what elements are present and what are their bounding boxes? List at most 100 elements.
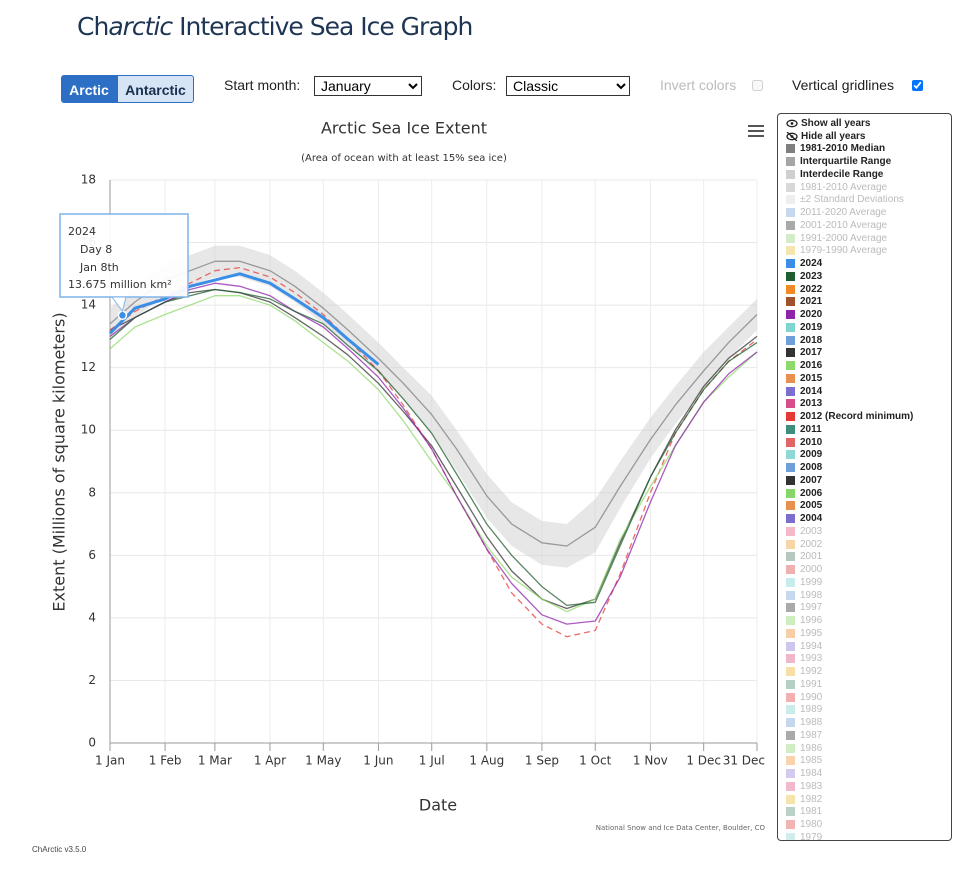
legend-item[interactable]: 1991-2000 Average: [786, 232, 951, 245]
legend-swatch: [786, 718, 795, 728]
legend-swatch: [786, 348, 795, 358]
hemisphere-button[interactable]: Arctic: [61, 75, 117, 103]
legend-item[interactable]: 1991: [786, 678, 951, 691]
legend-item[interactable]: 1986: [786, 742, 951, 755]
series-line: [109, 288, 758, 607]
series-line: [109, 260, 758, 547]
legend-item[interactable]: 1982: [786, 793, 951, 806]
legend-item[interactable]: 2024: [786, 257, 951, 270]
legend-item[interactable]: 1980: [786, 818, 951, 831]
legend-item[interactable]: 2010: [786, 436, 951, 449]
series-line: [108, 272, 380, 366]
legend-swatch: [786, 641, 795, 651]
legend-swatch: [786, 361, 795, 371]
legend-label: 1999: [800, 576, 823, 588]
legend-item[interactable]: 1988: [786, 716, 951, 729]
legend-item[interactable]: 1998: [786, 589, 951, 602]
legend-item[interactable]: 1997: [786, 602, 951, 615]
legend-item[interactable]: 1981-2010 Median: [786, 143, 951, 156]
legend-item[interactable]: 1994: [786, 640, 951, 653]
legend-label: 1988: [800, 717, 823, 729]
legend-item[interactable]: 2011-2020 Average: [786, 206, 951, 219]
legend-label: 1998: [800, 589, 823, 601]
legend-item[interactable]: 2021: [786, 296, 951, 309]
legend-item[interactable]: 2003: [786, 525, 951, 538]
legend-item[interactable]: 2009: [786, 449, 951, 462]
legend-item[interactable]: 1987: [786, 729, 951, 742]
legend-swatch: [786, 743, 795, 753]
legend-item[interactable]: Interdecile Range: [786, 168, 951, 181]
legend-swatch: [786, 705, 795, 715]
x-tick-label: 1 May: [305, 754, 341, 768]
series-line: [109, 295, 758, 613]
legend-item[interactable]: 1983: [786, 780, 951, 793]
legend-item[interactable]: 1981-2010 Average: [786, 181, 951, 194]
legend-item[interactable]: 2005: [786, 500, 951, 513]
legend-item[interactable]: Interquartile Range: [786, 155, 951, 168]
legend-label: 2019: [800, 321, 823, 333]
legend-item[interactable]: 2013: [786, 398, 951, 411]
legend-control[interactable]: Show all years: [786, 117, 951, 130]
legend-item[interactable]: 1990: [786, 691, 951, 704]
tooltip-box: [59, 213, 189, 298]
start-month-select[interactable]: January: [314, 76, 422, 96]
legend-item[interactable]: 1996: [786, 614, 951, 627]
legend-label: 2001-2010 Average: [800, 219, 888, 231]
legend-item[interactable]: 2022: [786, 283, 951, 296]
legend-item[interactable]: 1981: [786, 806, 951, 819]
legend-item[interactable]: 2001-2010 Average: [786, 219, 951, 232]
legend-label: 2005: [800, 500, 823, 512]
colors-select[interactable]: Classic: [506, 76, 630, 96]
legend-item[interactable]: 2006: [786, 487, 951, 500]
legend-item[interactable]: 2001: [786, 551, 951, 564]
version: ChArctic v3.5.0: [32, 845, 87, 854]
vertical-gridlines-checkbox[interactable]: [912, 80, 923, 91]
legend-item[interactable]: 2016: [786, 359, 951, 372]
x-tick-label: 1 Feb: [149, 754, 182, 768]
legend-swatch: [786, 169, 795, 179]
legend-item[interactable]: 2011: [786, 423, 951, 436]
menu-button[interactable]: [748, 125, 764, 137]
legend-swatch: [786, 603, 795, 613]
legend-item[interactable]: 1979: [786, 831, 951, 840]
invert-colors-checkbox[interactable]: [752, 80, 763, 91]
legend-item[interactable]: 2014: [786, 385, 951, 398]
legend-item[interactable]: 1999: [786, 576, 951, 589]
legend-item[interactable]: 2000: [786, 563, 951, 576]
tooltip-text: Jan 8th: [79, 261, 119, 274]
legend-swatch: [786, 692, 795, 702]
legend-item[interactable]: 2008: [786, 461, 951, 474]
legend-item[interactable]: 2004: [786, 512, 951, 525]
legend-item[interactable]: 2019: [786, 321, 951, 334]
legend-item[interactable]: 1995: [786, 627, 951, 640]
legend-swatch: [786, 271, 795, 281]
legend-item[interactable]: 2017: [786, 347, 951, 360]
legend-item[interactable]: 1979-1990 Average: [786, 245, 951, 258]
legend-label: 1996: [800, 615, 823, 627]
legend-swatch: [786, 565, 795, 575]
title-part: arctic: [108, 12, 173, 41]
legend-item[interactable]: 1985: [786, 755, 951, 768]
legend-control[interactable]: Hide all years: [786, 130, 951, 143]
legend-item[interactable]: 2023: [786, 270, 951, 283]
legend-label: 2023: [800, 270, 823, 282]
legend-item[interactable]: 1989: [786, 704, 951, 717]
legend-item[interactable]: 2007: [786, 474, 951, 487]
legend-label: 1982: [800, 793, 823, 805]
legend-label: 2004: [800, 513, 823, 525]
legend-item[interactable]: 2018: [786, 334, 951, 347]
legend-label: Interquartile Range: [800, 156, 892, 168]
hemisphere-button[interactable]: Antarctic: [117, 75, 194, 103]
legend-item[interactable]: 2012 (Record minimum): [786, 410, 951, 423]
legend-item[interactable]: 2015: [786, 372, 951, 385]
legend-label: Interdecile Range: [800, 168, 884, 180]
tooltip-text: Day 8: [80, 243, 112, 256]
legend-item[interactable]: 1992: [786, 665, 951, 678]
legend-item[interactable]: 1984: [786, 767, 951, 780]
legend-item[interactable]: 2002: [786, 538, 951, 551]
legend-item[interactable]: 1993: [786, 653, 951, 666]
legend-label: 1994: [800, 640, 823, 652]
legend-item[interactable]: 2020: [786, 308, 951, 321]
legend-item[interactable]: ±2 Standard Deviations: [786, 194, 951, 207]
